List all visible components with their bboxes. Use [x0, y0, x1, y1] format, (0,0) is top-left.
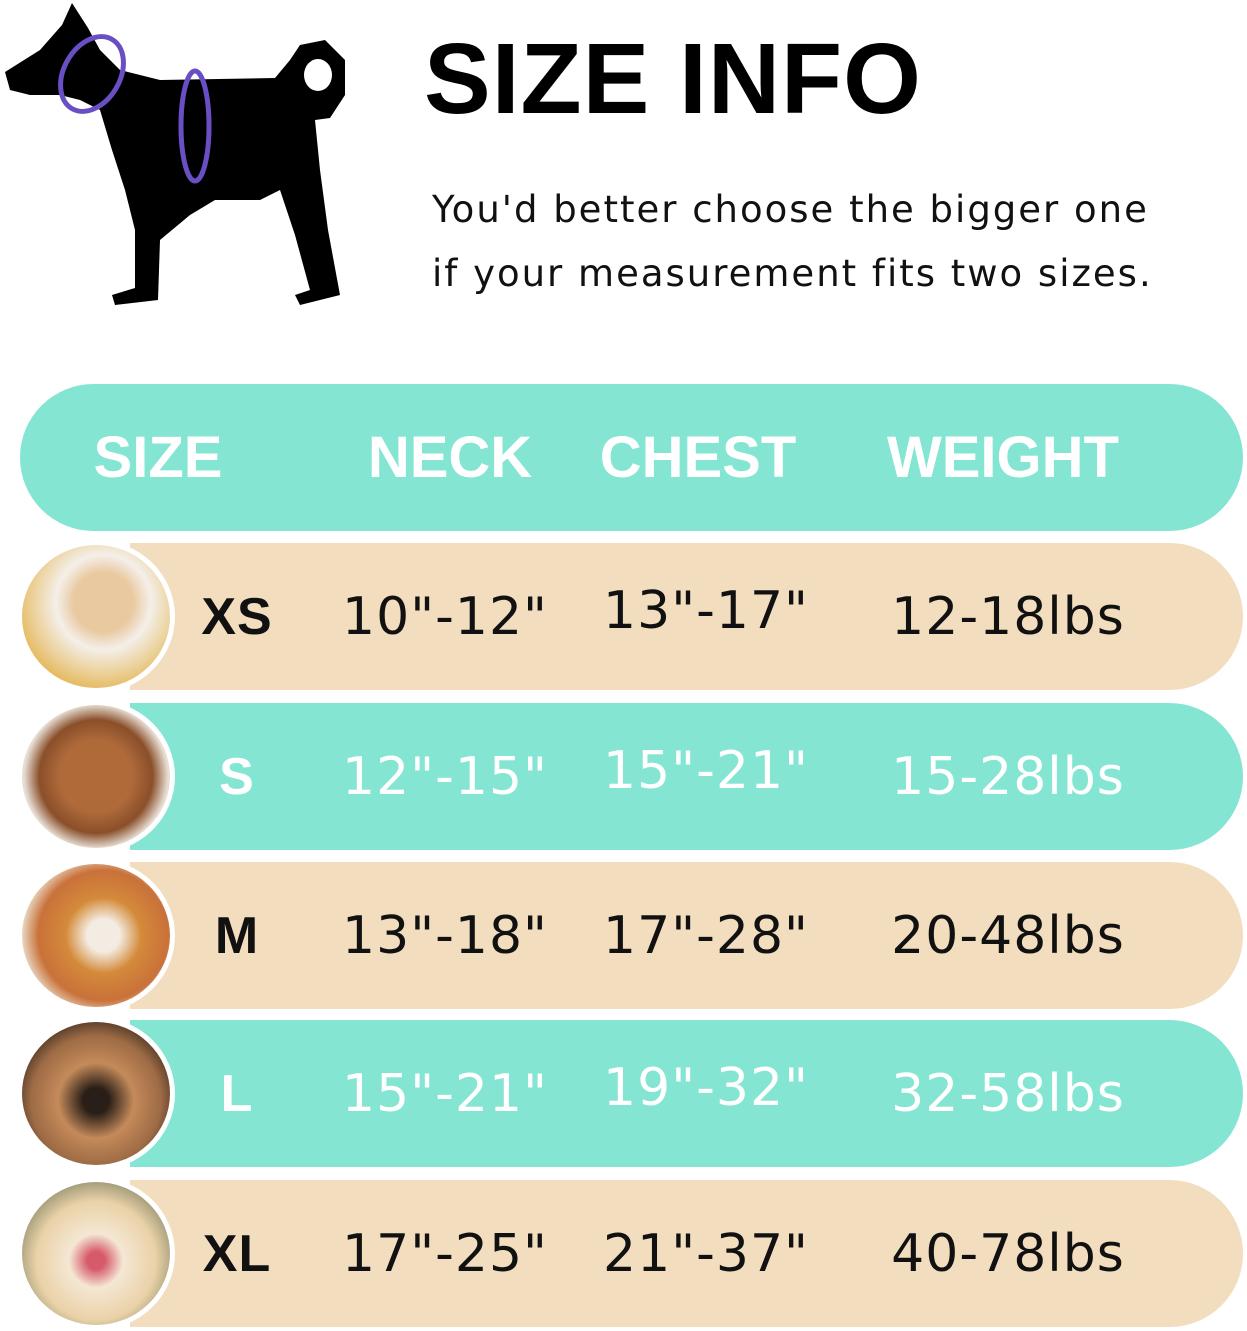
header-weight: WEIGHT	[887, 425, 1119, 490]
table-header: SIZE NECK CHEST WEIGHT	[20, 384, 1243, 531]
table-row: L 15"-21" 19"-32" 32-58lbs	[0, 1017, 1247, 1170]
page-title: SIZE INFO	[424, 23, 922, 135]
size-cell: L	[220, 1065, 254, 1123]
row-bar	[130, 1180, 1243, 1327]
size-cell: S	[219, 748, 255, 806]
weight-cell: 12-18lbs	[891, 587, 1125, 647]
neck-cell: 12"-15"	[342, 747, 548, 807]
subtitle-line-1: You'd better choose the bigger one	[432, 188, 1149, 231]
dog-photo-labrador	[17, 1177, 175, 1330]
size-cell: XS	[201, 588, 273, 646]
weight-cell: 15-28lbs	[891, 747, 1125, 807]
row-bar	[130, 703, 1243, 850]
dog-photo-shiba-inu	[17, 859, 175, 1012]
header-chest: CHEST	[599, 425, 797, 490]
size-cell: XL	[202, 1225, 272, 1283]
neck-cell: 10"-12"	[342, 587, 548, 647]
dog-photo-poodle	[17, 700, 175, 853]
chest-cell: 15"-21"	[603, 741, 809, 801]
row-bar	[130, 862, 1243, 1009]
chest-cell: 13"-17"	[603, 581, 809, 641]
header-size: SIZE	[93, 425, 223, 490]
neck-cell: 17"-25"	[342, 1224, 548, 1284]
weight-cell: 32-58lbs	[891, 1064, 1125, 1124]
dog-photo-french-bulldog	[17, 1017, 175, 1170]
table-row: XL 17"-25" 21"-37" 40-78lbs	[0, 1177, 1247, 1330]
chest-cell: 21"-37"	[603, 1224, 809, 1284]
size-cell: M	[214, 907, 260, 965]
table-row: M 13"-18" 17"-28" 20-48lbs	[0, 859, 1247, 1012]
header-neck: NECK	[367, 425, 533, 490]
dog-photo-pomeranian	[17, 540, 175, 693]
chest-cell: 19"-32"	[603, 1058, 809, 1118]
row-bar	[130, 1020, 1243, 1167]
chest-cell: 17"-28"	[603, 906, 809, 966]
weight-cell: 20-48lbs	[891, 906, 1125, 966]
table-row: S 12"-15" 15"-21" 15-28lbs	[0, 700, 1247, 853]
row-bar	[130, 543, 1243, 690]
dog-measurement-illustration	[5, 3, 345, 305]
weight-cell: 40-78lbs	[891, 1224, 1125, 1284]
table-row: XS 10"-12" 13"-17" 12-18lbs	[0, 540, 1247, 693]
neck-cell: 13"-18"	[342, 906, 548, 966]
subtitle-line-2: if your measurement fits two sizes.	[432, 252, 1153, 295]
neck-cell: 15"-21"	[342, 1064, 548, 1124]
